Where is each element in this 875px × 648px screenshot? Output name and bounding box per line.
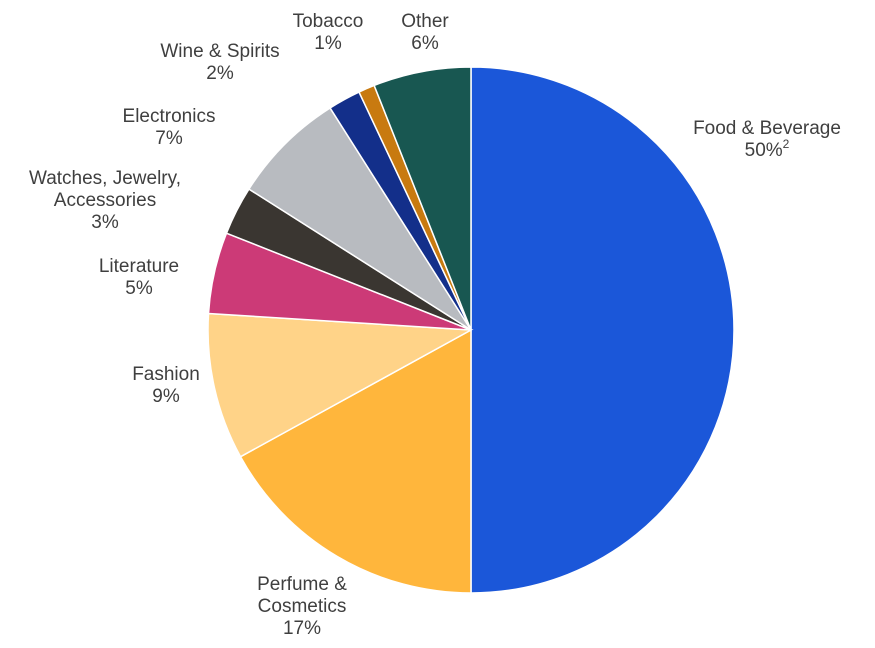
slice-value-label: 7% (155, 128, 183, 149)
slice-label-line: Literature (99, 256, 179, 277)
slice-label-literature: Literature 5% (99, 256, 179, 299)
slice-label-line: Cosmetics (258, 596, 347, 617)
slice-label-line: Fashion (132, 364, 200, 385)
slice-value-label: 3% (91, 212, 119, 233)
footnote-marker: 2 (783, 137, 790, 151)
slice-label-wine-spirits: Wine & Spirits 2% (160, 41, 279, 84)
slice-label-perfume-cosmetics: Perfume & Cosmetics 17% (257, 574, 347, 639)
pie-slice-fashion (207, 312, 474, 458)
pie-slice-perfume-cosmetics (239, 328, 472, 594)
slice-label-line: Perfume & (257, 574, 347, 595)
slice-label-line: Wine & Spirits (160, 41, 279, 62)
slice-label-fashion: Fashion 9% (132, 364, 200, 407)
slice-label-food-beverage: Food & Beverage 50%2 (693, 118, 841, 161)
pie-slice-food-beverage (470, 66, 735, 594)
slice-label-line: Electronics (123, 106, 216, 127)
slice-value-label: 9% (152, 386, 180, 407)
slice-label-watches-jewelry-accessories: Watches, Jewelry, Accessories 3% (29, 168, 181, 233)
slice-label-line: Tobacco (293, 11, 364, 32)
slice-label-line: Food & Beverage (693, 118, 841, 139)
slice-label-other: Other 6% (401, 11, 449, 54)
pie-slice-electronics (247, 106, 472, 331)
slice-label-electronics: Electronics 7% (123, 106, 216, 149)
slice-label-tobacco: Tobacco 1% (293, 11, 364, 54)
slice-value-label: 5% (125, 278, 153, 299)
pie-labels: Food & Beverage 50%2 Perfume & Cosmetics 17%… (29, 11, 841, 639)
slice-label-line: Other (401, 11, 449, 32)
slice-label-line: Accessories (54, 190, 156, 211)
slice-value-label: 17% (283, 618, 321, 639)
pie-slices (207, 66, 735, 594)
slice-value-label: 2% (206, 63, 234, 84)
slice-value-label: 1% (314, 33, 342, 54)
slice-label-line: Watches, Jewelry, (29, 168, 181, 189)
pie-slice-other (373, 66, 472, 331)
slice-value-label: 50% (745, 140, 783, 161)
slice-value-label: 6% (411, 33, 439, 54)
